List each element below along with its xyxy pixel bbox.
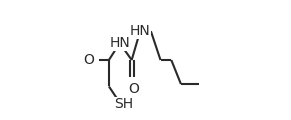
Text: O: O <box>84 53 95 67</box>
Text: HN: HN <box>130 24 150 38</box>
Text: O: O <box>128 82 139 96</box>
Text: HN: HN <box>109 36 130 50</box>
Text: SH: SH <box>114 97 134 111</box>
